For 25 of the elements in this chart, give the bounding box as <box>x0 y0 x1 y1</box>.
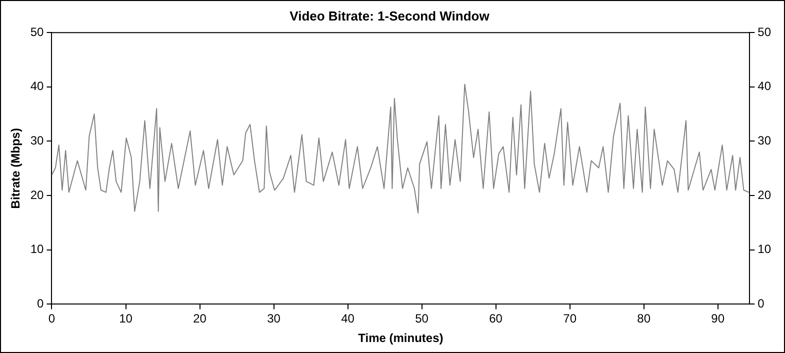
x-tick-label: 10 <box>119 312 133 326</box>
y-tick-label: 0 <box>37 296 44 311</box>
y2-tick-label: 50 <box>758 24 772 39</box>
y-axis-title: Bitrate (Mbps) <box>8 128 23 209</box>
chart-title: Video Bitrate: 1-Second Window <box>290 8 490 24</box>
x-tick-label: 80 <box>637 312 651 326</box>
x-tick-label: 20 <box>193 312 207 326</box>
x-tick-label: 0 <box>48 312 56 326</box>
x-tick-label: 70 <box>563 312 577 326</box>
x-tick-label: 50 <box>415 312 429 326</box>
x-tick-label: 90 <box>711 312 725 326</box>
y2-tick-label: 0 <box>758 296 765 311</box>
y-tick-label: 10 <box>30 242 44 256</box>
x-tick-label: 60 <box>489 312 503 326</box>
y2-tick-label: 20 <box>758 188 772 202</box>
y-tick-label: 30 <box>30 134 44 148</box>
y-tick-label: 50 <box>30 24 44 39</box>
y-tick-label: 20 <box>30 188 44 202</box>
x-tick-label: 40 <box>341 312 355 326</box>
y-tick-label: 40 <box>30 79 44 94</box>
x-tick-label: 30 <box>267 312 281 326</box>
y2-tick-label: 30 <box>758 134 772 148</box>
x-axis-title: Time (minutes) <box>358 331 444 346</box>
y2-tick-label: 10 <box>758 242 772 256</box>
y2-tick-label: 40 <box>758 79 772 94</box>
